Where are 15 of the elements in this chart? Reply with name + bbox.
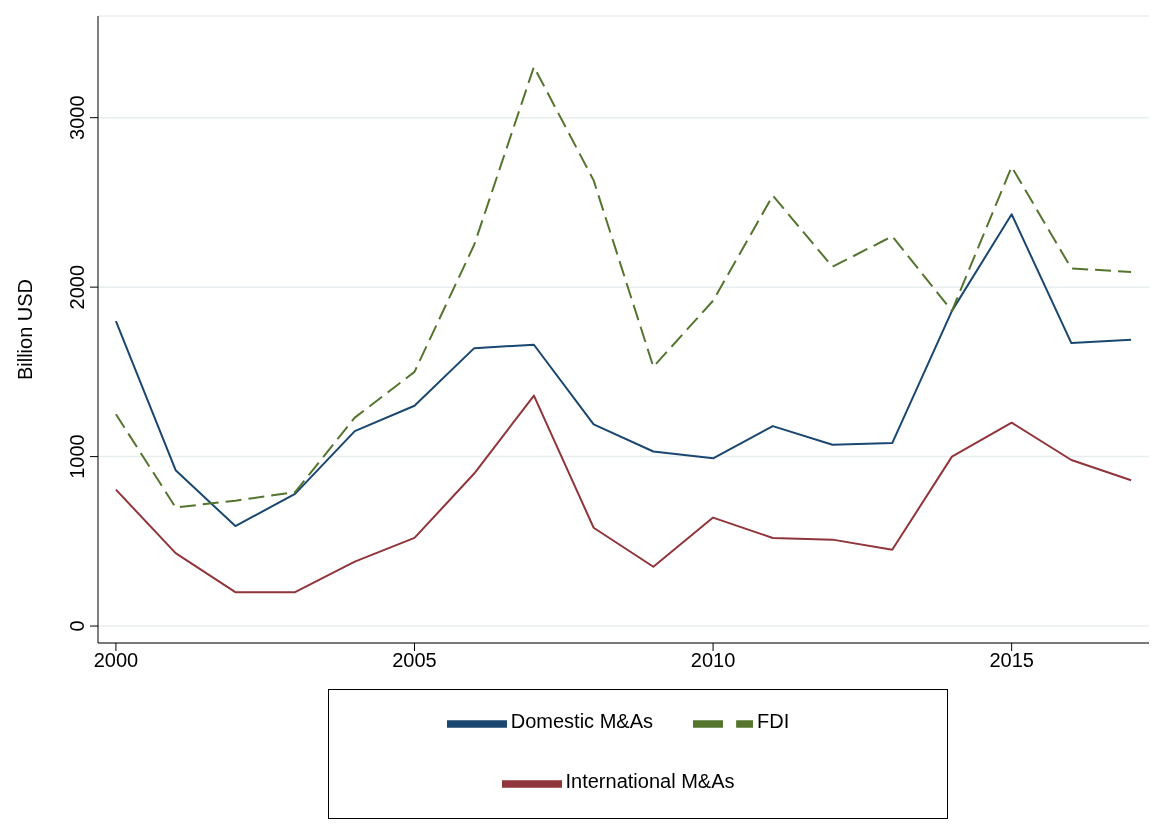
x-tick-label: 2015 bbox=[989, 649, 1034, 672]
line-series bbox=[114, 213, 1133, 528]
x-tick-label: 2010 bbox=[690, 649, 736, 672]
y-tick-label: 0 bbox=[66, 620, 88, 632]
legend-label: Domestic M&As bbox=[510, 710, 654, 733]
y-tick-label: 3000 bbox=[66, 95, 88, 140]
y-tick-label: 2000 bbox=[66, 264, 88, 310]
y-tick-label: 1000 bbox=[66, 434, 88, 479]
legend-label: FDI bbox=[757, 710, 790, 733]
y-axis-title: Billion USD bbox=[14, 278, 37, 381]
line-series bbox=[114, 65, 1133, 509]
legend-label: International M&As bbox=[565, 770, 735, 793]
line-series bbox=[114, 394, 1133, 594]
x-tick-label: 2000 bbox=[93, 649, 139, 672]
x-tick-label: 2005 bbox=[392, 649, 437, 672]
